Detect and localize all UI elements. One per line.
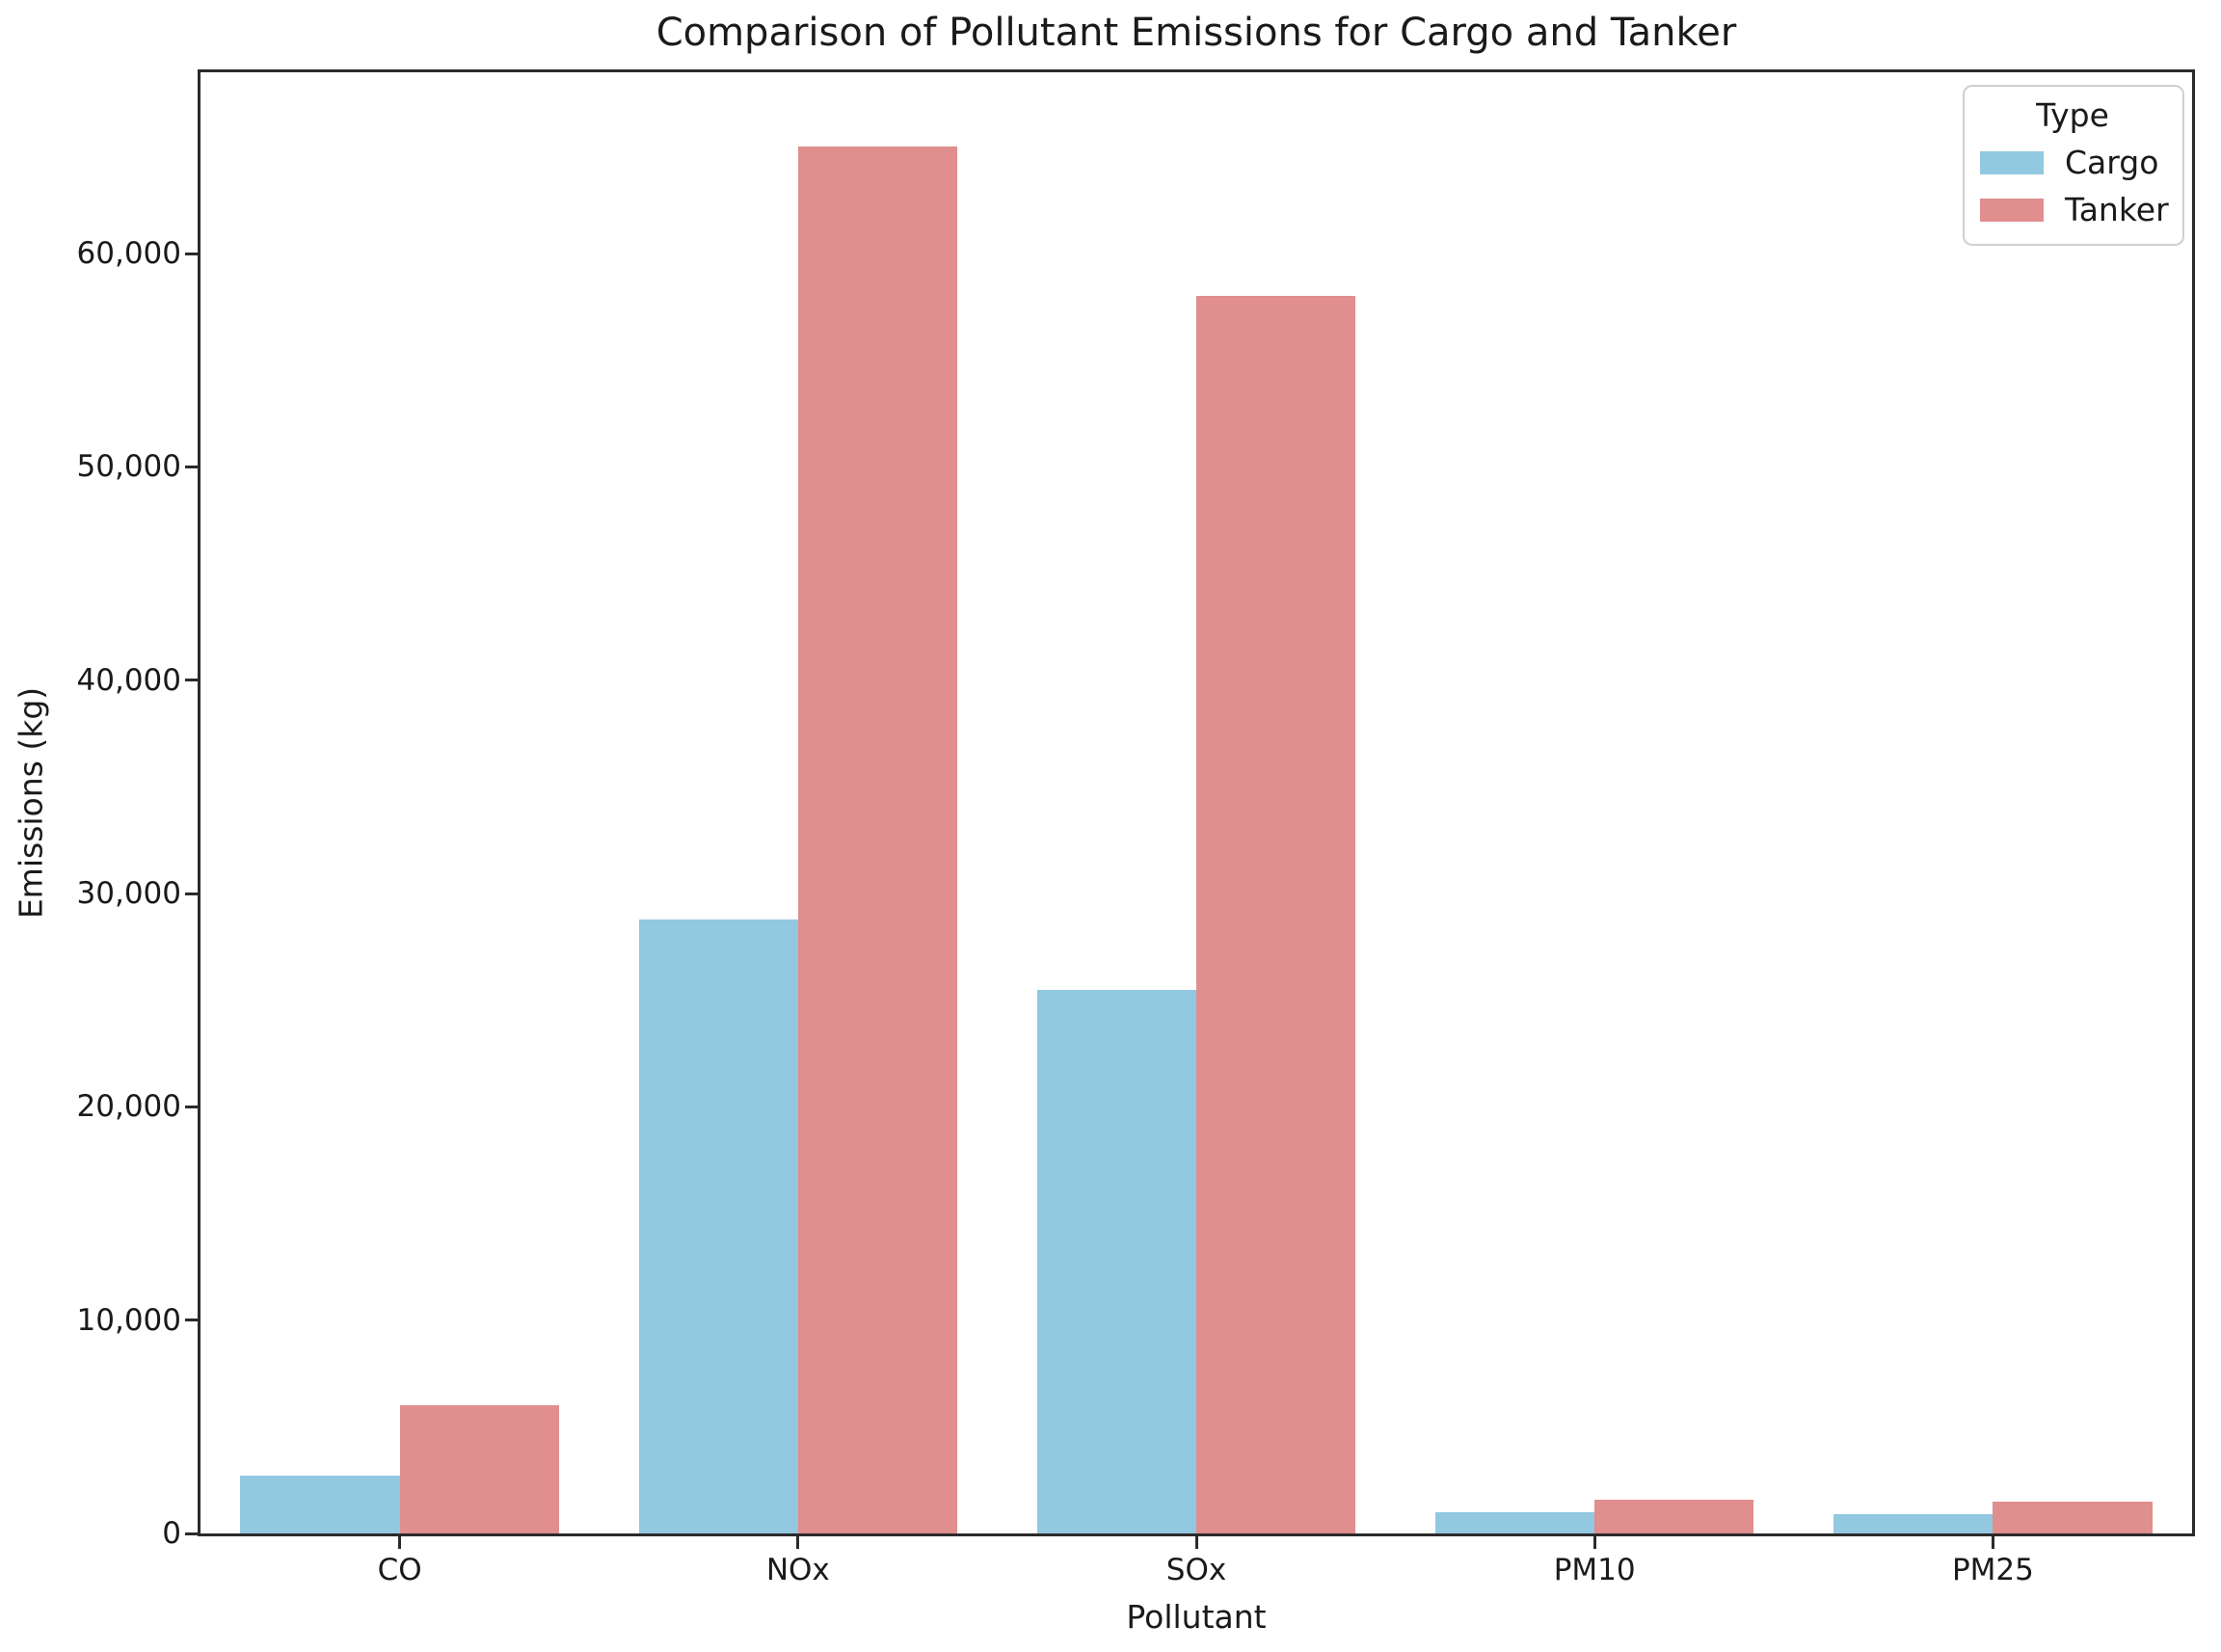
- y-tick-label: 10,000: [76, 1302, 181, 1338]
- legend: Type Cargo Tanker: [1963, 85, 2184, 246]
- bar-cargo-pm10: [1434, 1511, 1595, 1533]
- x-tick-label: SOx: [1165, 1553, 1227, 1587]
- bar-cargo-nox: [638, 919, 798, 1533]
- legend-entry-cargo: Cargo: [1980, 144, 2165, 181]
- y-tick-mark: [185, 1105, 201, 1108]
- x-tick-label: PM25: [1951, 1553, 2034, 1587]
- legend-entry-tanker: Tanker: [1980, 191, 2169, 228]
- y-axis-label: Emissions (kg): [12, 686, 50, 919]
- bar-cargo-sox: [1036, 989, 1196, 1533]
- legend-swatch-cargo-icon: [1980, 150, 2044, 174]
- bar-cargo-co: [240, 1476, 400, 1533]
- y-tick-mark: [185, 252, 201, 255]
- legend-label-cargo: Cargo: [2065, 144, 2159, 181]
- y-tick-mark: [185, 1319, 201, 1322]
- bar-tanker-co: [399, 1405, 559, 1533]
- y-tick-mark: [185, 679, 201, 682]
- y-tick-mark: [185, 465, 201, 468]
- legend-label-tanker: Tanker: [2065, 191, 2169, 228]
- bar-tanker-sox: [1196, 296, 1356, 1533]
- y-tick-label: 60,000: [76, 236, 181, 272]
- y-tick-label: 40,000: [76, 662, 181, 698]
- x-tick-label: NOx: [765, 1553, 830, 1587]
- bar-cargo-pm25: [1833, 1514, 1994, 1533]
- legend-swatch-tanker-icon: [1980, 198, 2044, 222]
- y-tick-mark: [185, 892, 201, 895]
- x-tick-mark: [1991, 1533, 1994, 1549]
- chart-title: Comparison of Pollutant Emissions for Ca…: [656, 11, 1737, 55]
- x-tick-mark: [1592, 1533, 1596, 1549]
- plot-area: 0 10,000 20,000 30,000 40,000 50,000 60,000 CO N…: [77, 69, 2195, 1587]
- bar-tanker-pm25: [1993, 1501, 2153, 1533]
- y-tick-mark: [185, 1532, 201, 1535]
- bar-tanker-pm10: [1594, 1499, 1754, 1533]
- y-tick-label: 20,000: [76, 1089, 181, 1125]
- x-tick-mark: [1194, 1533, 1198, 1549]
- x-tick-mark: [398, 1533, 402, 1549]
- y-tick-label: 0: [162, 1516, 181, 1551]
- y-tick-label: 30,000: [76, 876, 181, 912]
- legend-title: Type: [2036, 96, 2109, 134]
- y-tick-label: 50,000: [76, 449, 181, 485]
- bar-tanker-nox: [797, 147, 958, 1533]
- x-axis-label: Pollutant: [1126, 1598, 1267, 1636]
- x-tick-mark: [796, 1533, 800, 1549]
- x-tick-label: CO: [377, 1553, 422, 1587]
- x-tick-label: PM10: [1553, 1553, 1636, 1587]
